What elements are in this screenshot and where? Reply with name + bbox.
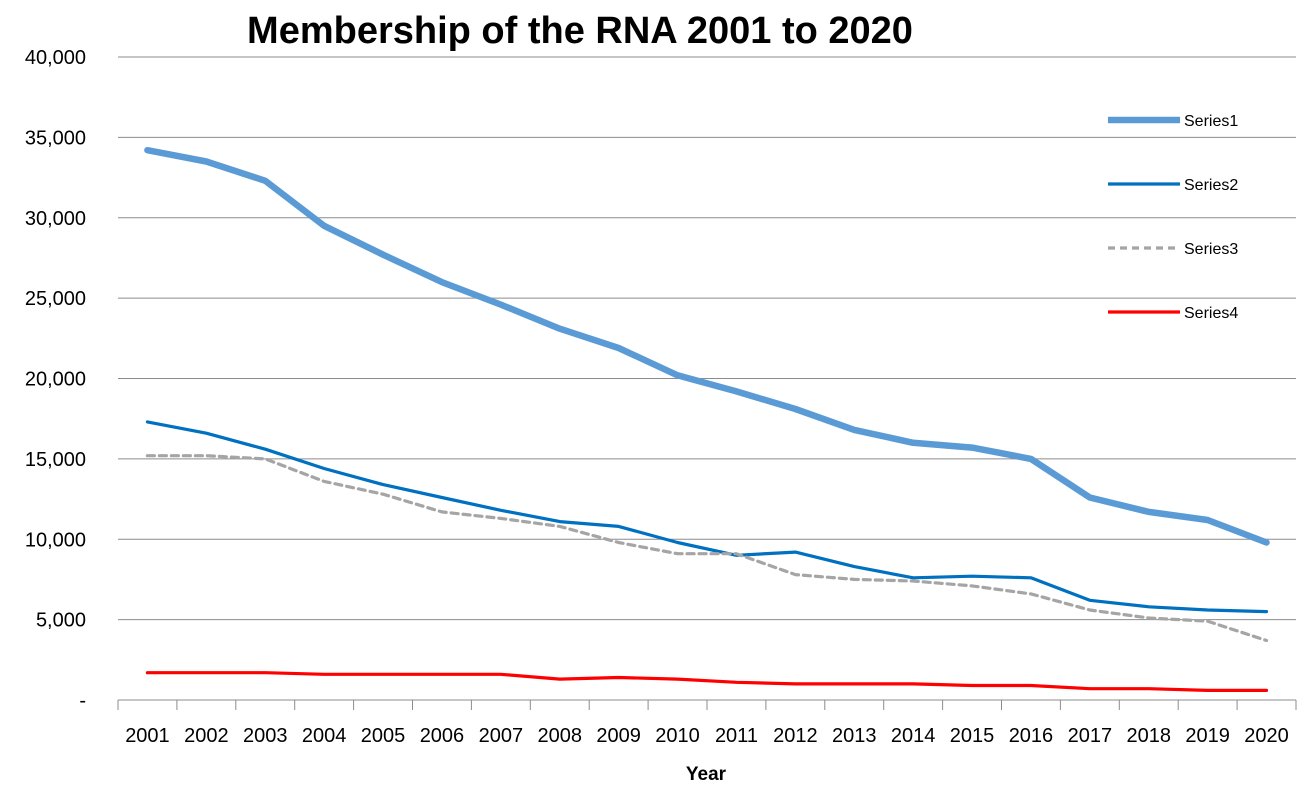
series-lines bbox=[147, 150, 1266, 690]
x-tick-label: 2006 bbox=[420, 725, 465, 747]
x-tick-label: 2007 bbox=[479, 725, 524, 747]
x-tick-label: 2015 bbox=[950, 725, 995, 747]
chart-title: Membership of the RNA 2001 to 2020 bbox=[247, 10, 913, 52]
x-tick-label: 2011 bbox=[715, 725, 758, 747]
series-line-1 bbox=[147, 150, 1266, 542]
x-tick-label: 2003 bbox=[243, 725, 288, 747]
x-tick-label: 2017 bbox=[1068, 725, 1113, 747]
y-tick-label: 40,000 bbox=[25, 47, 86, 69]
y-tick-label: 10,000 bbox=[25, 529, 86, 551]
x-tick-label: 2005 bbox=[361, 725, 406, 747]
legend-label-4: Series4 bbox=[1184, 305, 1238, 322]
legend-label-3: Series3 bbox=[1184, 241, 1238, 258]
y-axis-tick-labels: - 5,000 10,000 15,000 20,000 25,000 30,000 35,0… bbox=[25, 47, 86, 712]
x-tick-label: 2002 bbox=[184, 725, 229, 747]
x-tick-label: 2010 bbox=[655, 725, 700, 747]
series-line-4 bbox=[147, 673, 1266, 691]
y-tick-label: 5,000 bbox=[36, 610, 86, 632]
x-tick-label: 2004 bbox=[302, 725, 347, 747]
x-axis: 2001 2002 2003 2004 2005 2006 2007 2008 2009 2010… bbox=[118, 700, 1296, 747]
x-tick-label: 2001 bbox=[125, 725, 170, 747]
x-tick-label: 2014 bbox=[891, 725, 936, 747]
x-tick-label: 2008 bbox=[538, 725, 583, 747]
legend-label-2: Series2 bbox=[1184, 177, 1238, 194]
y-tick-label: 15,000 bbox=[25, 449, 86, 471]
x-tick-label: 2018 bbox=[1127, 725, 1172, 747]
y-tick-label: 20,000 bbox=[25, 369, 86, 391]
x-tick-label: 2013 bbox=[832, 725, 877, 747]
x-tick-label: 2020 bbox=[1244, 725, 1289, 747]
x-tick-label: 2016 bbox=[1009, 725, 1054, 747]
gridlines bbox=[118, 57, 1296, 620]
x-tick-label: 2012 bbox=[773, 725, 818, 747]
legend-label-1: Series1 bbox=[1184, 113, 1238, 130]
y-tick-label: - bbox=[79, 690, 86, 712]
y-tick-label: 30,000 bbox=[25, 208, 86, 230]
y-tick-label: 35,000 bbox=[25, 127, 86, 149]
x-tick-label: 2009 bbox=[596, 725, 641, 747]
x-tick-label: 2019 bbox=[1185, 725, 1230, 747]
y-tick-label: 25,000 bbox=[25, 288, 86, 310]
x-axis-label: Year bbox=[686, 764, 727, 785]
series-line-2 bbox=[147, 422, 1266, 612]
